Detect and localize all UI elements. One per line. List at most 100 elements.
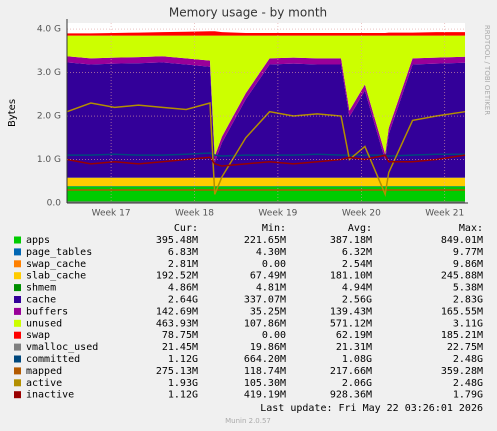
legend-stat: 1.79G <box>453 390 483 401</box>
legend-stat: 571.12M <box>330 318 372 329</box>
y-tick-label: 3.0 G <box>37 68 61 78</box>
legend-swatch <box>14 331 21 339</box>
column-header: Max: <box>459 223 483 234</box>
legend-stat: 105.30M <box>244 378 286 389</box>
legend-stat: 3.11G <box>453 318 483 329</box>
legend-stat: 0.00 <box>262 330 286 341</box>
legend-stat: 221.65M <box>244 235 286 246</box>
last-update: Last update: Fri May 22 03:26:01 2026 <box>260 403 483 414</box>
legend-swatch <box>14 307 21 315</box>
legend-stat: 5.38M <box>453 283 483 294</box>
stacked-area <box>67 177 465 187</box>
legend-stat: 664.20M <box>244 354 286 365</box>
legend-label: shmem <box>26 283 56 294</box>
line <box>67 152 465 157</box>
legend-swatch <box>14 367 21 375</box>
legend-stat: 9.77M <box>453 247 483 258</box>
legend-stat: 181.10M <box>330 271 372 282</box>
column-header: Min: <box>262 223 286 234</box>
legend-swatch <box>14 296 21 303</box>
legend-stat: 0.00 <box>262 259 286 270</box>
legend-swatch <box>14 319 21 327</box>
legend-stat: 1.12G <box>168 354 198 365</box>
legend-swatch <box>14 343 21 351</box>
legend-label: page_tables <box>26 247 92 258</box>
legend-stat: 78.75M <box>162 330 198 341</box>
legend-stat: 185.21M <box>441 330 483 341</box>
side-text: RRDTOOL / TOBI OETIKER <box>483 25 491 115</box>
legend-label: apps <box>26 235 50 246</box>
legend-stat: 387.18M <box>330 235 372 246</box>
stacked-area <box>67 31 465 36</box>
legend-swatch <box>14 248 21 256</box>
legend-stat: 19.86M <box>250 342 286 353</box>
footer: Munin 2.0.57 <box>225 417 271 425</box>
y-tick-label: 0.0 <box>47 199 62 209</box>
legend-stat: 22.75M <box>447 342 483 353</box>
legend-stat: 463.93M <box>156 318 198 329</box>
legend-stat: 2.06G <box>342 378 372 389</box>
legend-stat: 245.88M <box>441 271 483 282</box>
legend-label: mapped <box>26 366 62 377</box>
legend-stat: 2.54M <box>342 259 372 270</box>
legend-stat: 1.93G <box>168 378 198 389</box>
legend-stat: 2.83G <box>453 295 483 306</box>
legend-stat: 165.55M <box>441 306 483 317</box>
legend-stat: 359.28M <box>441 366 483 377</box>
legend-stat: 107.86M <box>244 318 286 329</box>
legend-stat: 337.07M <box>244 295 286 306</box>
legend-stat: 849.01M <box>441 235 483 246</box>
legend-stat: 4.94M <box>342 283 372 294</box>
legend-stat: 21.31M <box>336 342 372 353</box>
legend-stat: 2.64G <box>168 295 198 306</box>
legend-label: swap_cache <box>26 259 86 270</box>
legend-stat: 118.74M <box>244 366 286 377</box>
legend-label: inactive <box>26 390 74 401</box>
legend-stat: 9.86M <box>453 259 483 270</box>
y-axis-label: Bytes <box>7 99 18 127</box>
legend-label: cache <box>26 295 56 306</box>
legend-stat: 2.81M <box>168 259 198 270</box>
legend-stat: 21.45M <box>162 342 198 353</box>
legend-stat: 275.13M <box>156 366 198 377</box>
legend-label: active <box>26 378 62 389</box>
legend-stat: 2.48G <box>453 378 483 389</box>
legend-stat: 142.69M <box>156 306 198 317</box>
x-tick-label: Week 19 <box>258 209 297 219</box>
legend-stat: 4.81M <box>256 283 286 294</box>
legend-swatch <box>14 391 21 399</box>
legend-swatch <box>14 284 21 292</box>
legend-stat: 2.56G <box>342 295 372 306</box>
legend-swatch <box>14 379 21 387</box>
legend-label: unused <box>26 318 62 329</box>
legend-stat: 35.25M <box>250 306 286 317</box>
x-tick-label: Week 21 <box>425 209 464 219</box>
y-tick-label: 2.0 G <box>37 112 61 122</box>
legend-stat: 395.48M <box>156 235 198 246</box>
legend-stat: 139.43M <box>330 306 372 317</box>
legend-stat: 1.08G <box>342 354 372 365</box>
line <box>66 102 466 197</box>
stacked-area <box>67 35 465 157</box>
legend-stat: 4.30M <box>256 247 286 258</box>
y-tick-label: 1.0 G <box>37 155 61 165</box>
legend-stat: 6.32M <box>342 247 372 258</box>
legend-label: swap <box>26 330 50 341</box>
stacked-area <box>67 186 465 203</box>
column-header: Avg: <box>348 223 372 234</box>
x-tick-label: Week 17 <box>92 209 131 219</box>
legend-label: committed <box>26 354 80 365</box>
legend-stat: 67.49M <box>250 271 286 282</box>
legend-label: vmalloc_used <box>26 342 98 353</box>
y-tick-label: 4.0 G <box>37 25 61 35</box>
legend-stat: 1.12G <box>168 390 198 401</box>
legend-stat: 4.86M <box>168 283 198 294</box>
x-tick-label: Week 20 <box>342 209 381 219</box>
legend-stat: 6.83M <box>168 247 198 258</box>
legend-swatch <box>14 260 21 268</box>
legend-swatch <box>14 236 21 244</box>
column-header: Cur: <box>174 223 198 234</box>
legend-stat: 192.52M <box>156 271 198 282</box>
legend-stat: 62.19M <box>336 330 372 341</box>
